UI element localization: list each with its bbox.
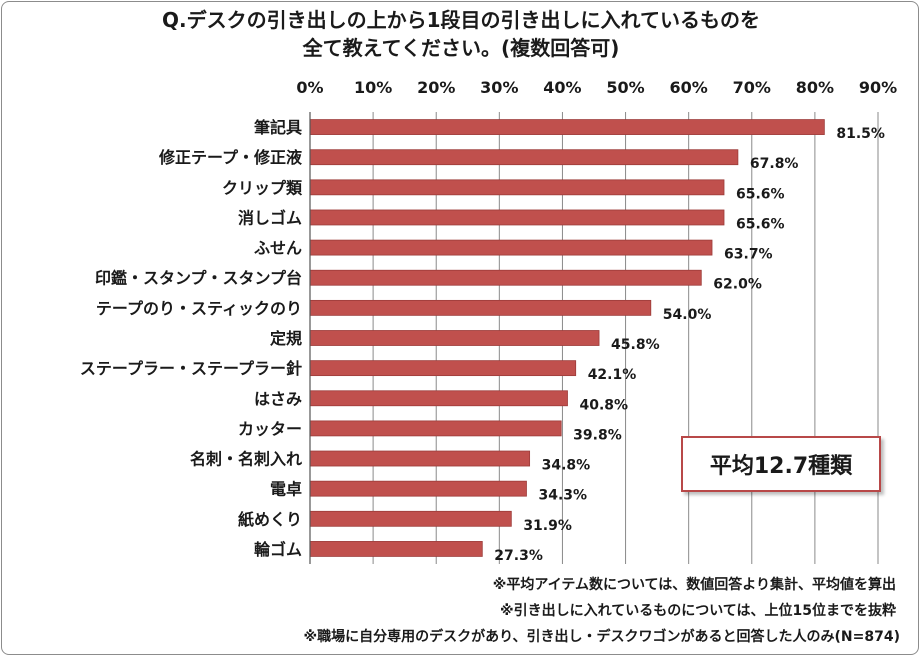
value-label: 39.8% <box>573 427 622 443</box>
average-count-box: 平均12.7種類 <box>681 436 881 492</box>
x-tick-label: 50% <box>606 78 644 97</box>
category-label: 修正テープ・修正液 <box>158 148 303 167</box>
x-tick-label: 70% <box>733 78 771 97</box>
x-tick-label: 10% <box>354 78 392 97</box>
category-label: テープのり・スティックのり <box>96 299 302 318</box>
value-label: 54.0% <box>663 307 712 323</box>
category-label: 印鑑・スタンプ・スタンプ台 <box>95 269 302 288</box>
category-label: ふせん <box>254 239 302 258</box>
bar <box>309 209 725 226</box>
value-label: 65.6% <box>736 186 785 202</box>
footnote-sample: ※職場に自分専用のデスクがあり、引き出し・デスクワゴンがあると回答した人のみ(N… <box>303 629 900 645</box>
category-label: カッター <box>238 419 302 438</box>
chart-title-line-1: Q.デスクの引き出しの上から1段目の引き出しに入れているものを <box>162 8 760 32</box>
category-label: クリップ類 <box>222 178 303 197</box>
bar <box>309 269 702 286</box>
chart-title-line-2: 全て教えてください。(複数回答可) <box>302 36 620 60</box>
bar <box>309 299 652 316</box>
bar <box>309 420 562 437</box>
bar <box>309 119 825 135</box>
value-label: 27.3% <box>494 548 543 564</box>
bar <box>309 149 739 166</box>
average-count-text: 平均12.7種類 <box>709 454 853 479</box>
category-label: 消しゴム <box>238 208 302 227</box>
x-tick-label: 30% <box>480 78 518 97</box>
footnote-top-15: ※引き出しに入れているものについては、上位15位までを抜粋 <box>500 603 896 619</box>
value-label: 42.1% <box>588 367 637 383</box>
x-tick-label: 80% <box>796 78 834 97</box>
value-label: 45.8% <box>611 337 660 353</box>
category-label: 紙めくり <box>238 510 302 529</box>
x-axis-tick-labels: 0% 10% 20% 30% 40% 50% 60% 70% 80% 90% <box>296 78 897 97</box>
category-label: 輪ゴム <box>254 540 302 559</box>
value-labels: 81.5% 67.8% 65.6% 65.6% 63.7% 62.0%54.0%45.8%… <box>494 126 885 564</box>
category-label: 名刺・名刺入れ <box>190 450 302 469</box>
value-label: 40.8% <box>579 397 628 413</box>
value-label: 63.7% <box>724 247 773 263</box>
category-label: 筆記具 <box>254 118 302 137</box>
bar <box>309 480 527 497</box>
value-label: 34.8% <box>542 458 591 474</box>
value-label: 34.3% <box>538 488 587 504</box>
bar <box>309 541 483 557</box>
bar <box>309 179 725 196</box>
x-tick-label: 40% <box>543 78 581 97</box>
bar <box>309 510 512 527</box>
value-label: 65.6% <box>736 216 785 232</box>
bar <box>309 330 600 346</box>
category-label: はさみ <box>254 389 302 408</box>
bar <box>309 239 713 256</box>
x-tick-label: 60% <box>670 78 708 97</box>
category-label: 定規 <box>269 329 302 348</box>
category-label: 電卓 <box>270 480 302 499</box>
bar <box>309 360 577 377</box>
value-label: 67.8% <box>750 156 799 172</box>
category-label: ステープラー・ステープラー針 <box>80 359 302 378</box>
value-label: 62.0% <box>713 277 762 293</box>
x-tick-label: 90% <box>859 78 897 97</box>
bars <box>309 119 825 557</box>
x-tick-label: 20% <box>417 78 455 97</box>
bar <box>309 390 568 407</box>
footnote-average: ※平均アイテム数については、数値回答より集計、平均値を算出 <box>492 577 896 593</box>
bar <box>309 450 531 467</box>
category-labels: 筆記具修正テープ・修正液クリップ類消しゴムふせん印鑑・スタンプ・スタンプ台テープ… <box>80 118 303 559</box>
value-label: 81.5% <box>836 126 885 142</box>
x-tick-label: 0% <box>296 78 323 97</box>
value-label: 31.9% <box>523 518 572 534</box>
